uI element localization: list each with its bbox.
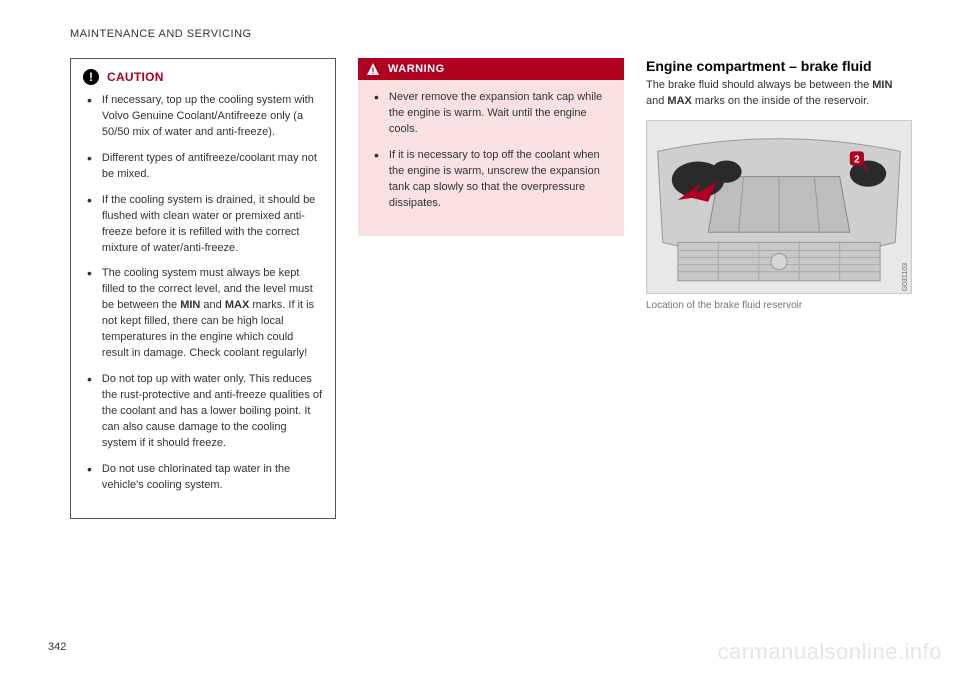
warning-box: ! WARNING •Never remove the expansion ta… [358, 58, 624, 236]
bullet-icon: • [87, 372, 92, 452]
bullet-icon: • [87, 266, 92, 362]
bullet-icon: • [374, 90, 379, 138]
col-brake-fluid: Engine compartment – brake fluid The bra… [646, 58, 912, 519]
col-caution: ! CAUTION •If necessary, top up the cool… [70, 58, 336, 519]
body-brake-fluid: The brake fluid should always be between… [646, 78, 912, 110]
warning-text: If it is necessary to top off the coolan… [389, 148, 612, 212]
caution-item: •If the cooling system is drained, it sh… [87, 193, 323, 257]
caution-header: ! CAUTION [83, 69, 323, 85]
caution-text: Do not top up with water only. This redu… [102, 372, 323, 452]
caution-title: CAUTION [107, 70, 164, 84]
caution-list: •If necessary, top up the cooling system… [83, 93, 323, 494]
warning-item: •Never remove the expansion tank cap whi… [374, 90, 612, 138]
svg-text:!: ! [372, 66, 375, 76]
caution-text: Do not use chlorinated tap water in the … [102, 462, 323, 494]
watermark: carmanualsonline.info [717, 639, 942, 665]
caution-text: If the cooling system is drained, it sho… [102, 193, 323, 257]
figure-code: G031103 [902, 263, 909, 291]
figure-brake-fluid: 2 G031103 [646, 120, 912, 294]
caution-text: Different types of antifreeze/coolant ma… [102, 151, 323, 183]
caution-item: • Do not use chlorinated tap water in the… [87, 462, 323, 494]
caution-item: •Do not top up with water only. This red… [87, 372, 323, 452]
exclamation-circle-icon: ! [83, 69, 99, 85]
bullet-icon: • [87, 462, 92, 494]
bullet-icon: • [87, 93, 92, 141]
caution-box: ! CAUTION •If necessary, top up the cool… [70, 58, 336, 519]
callout-number: 2 [854, 154, 860, 165]
bullet-icon: • [87, 151, 92, 183]
caution-item: •If necessary, top up the cooling system… [87, 93, 323, 141]
warning-title: WARNING [388, 63, 445, 75]
page-number: 342 [48, 641, 66, 653]
bullet-icon: • [87, 193, 92, 257]
warning-text: Never remove the expansion tank cap whil… [389, 90, 612, 138]
warning-triangle-icon: ! [366, 62, 380, 76]
engine-illustration: 2 [647, 121, 911, 293]
caution-item: •The cooling system must always be kept … [87, 266, 323, 362]
warning-item: •If it is necessary to top off the coola… [374, 148, 612, 212]
page: MAINTENANCE AND SERVICING ! CAUTION •If … [0, 0, 960, 677]
col-warning: ! WARNING •Never remove the expansion ta… [358, 58, 624, 519]
caution-text: The cooling system must always be kept f… [102, 266, 323, 362]
warning-header: ! WARNING [358, 58, 624, 80]
content-columns: ! CAUTION •If necessary, top up the cool… [70, 58, 912, 519]
heading-brake-fluid: Engine compartment – brake fluid [646, 58, 912, 74]
caution-text: If necessary, top up the cooling system … [102, 93, 323, 141]
figure-caption: Location of the brake fluid reservoir [646, 300, 912, 311]
caution-item: • Different types of antifreeze/coolant m… [87, 151, 323, 183]
section-title: MAINTENANCE AND SERVICING [70, 28, 912, 40]
warning-list: •Never remove the expansion tank cap whi… [370, 90, 612, 212]
bullet-icon: • [374, 148, 379, 212]
